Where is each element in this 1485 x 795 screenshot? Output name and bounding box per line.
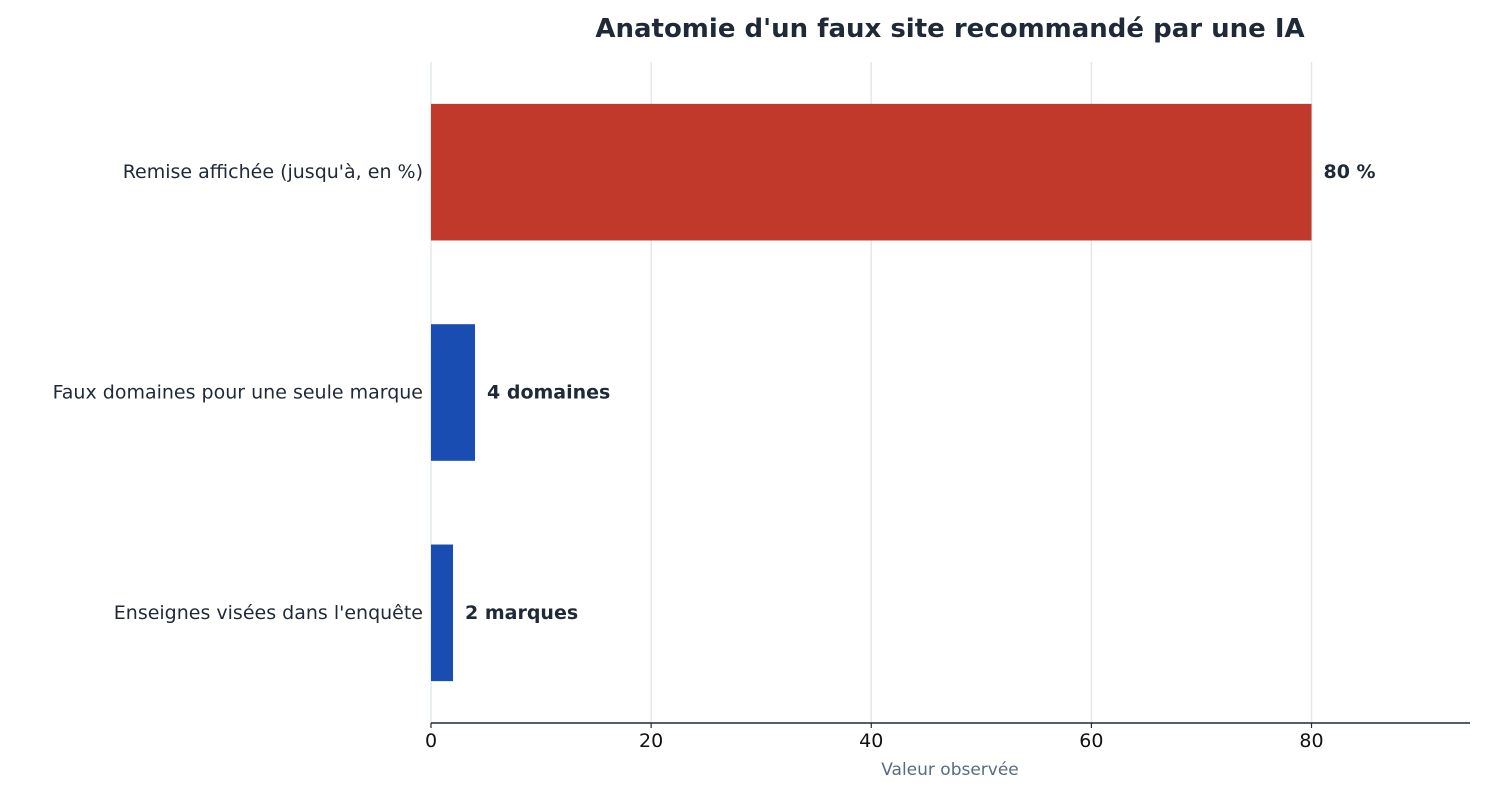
bar-2	[431, 324, 476, 461]
x-axis-title: Valeur observée	[881, 760, 1019, 780]
bars: 80 % 4 domaines 2 marques	[431, 103, 1376, 682]
x-tick-label-0: 0	[425, 730, 437, 752]
x-tick-label-20: 20	[639, 730, 663, 752]
value-label-2: 4 domaines	[487, 382, 610, 404]
category-label-1: Remise affichée (jusqu'à, en %)	[123, 161, 423, 183]
chart-title: Anatomie d'un faux site recommandé par u…	[595, 14, 1304, 44]
category-label-3: Enseignes visées dans l'enquête	[114, 602, 423, 624]
value-label-3: 2 marques	[465, 602, 578, 624]
bar-1	[431, 103, 1312, 241]
x-tick-label-60: 60	[1079, 730, 1103, 752]
x-tick-label-80: 80	[1299, 730, 1323, 752]
value-label-1: 80 %	[1324, 161, 1376, 183]
category-label-2: Faux domaines pour une seule marque	[53, 382, 423, 404]
x-axis: 0 20 40 60 80	[425, 722, 1470, 752]
bar-3	[431, 544, 454, 682]
x-tick-label-40: 40	[859, 730, 883, 752]
category-labels: Remise affichée (jusqu'à, en %) Faux doma…	[53, 161, 423, 624]
